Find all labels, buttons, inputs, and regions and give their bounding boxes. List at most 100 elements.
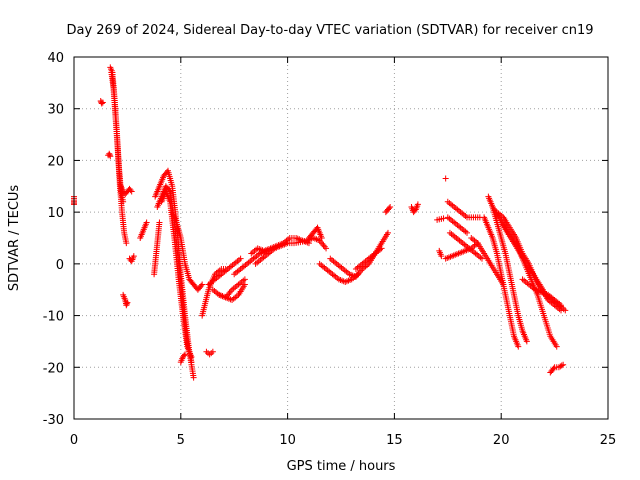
data-point (130, 253, 137, 260)
data-point (440, 215, 447, 222)
data-point (323, 245, 330, 252)
series-s16 (203, 348, 216, 358)
data-point (156, 219, 163, 226)
data-point (414, 201, 421, 208)
series-s13 (158, 188, 195, 360)
tick-labels: 0 5 10 15 20 25 40 30 20 10 0 -10 -20 -30 (43, 51, 617, 448)
data-point (523, 338, 530, 345)
data-points (71, 64, 569, 381)
series-s10 (151, 219, 163, 278)
data-point (143, 219, 150, 226)
y-tick-label: -30 (43, 413, 64, 428)
data-point (318, 235, 325, 241)
x-tick-label: 20 (493, 433, 510, 448)
x-tick-label: 0 (70, 433, 78, 448)
series-s5 (108, 69, 130, 247)
data-point (123, 240, 130, 247)
x-axis-label: GPS time / hours (287, 459, 396, 474)
y-tick-label: 10 (47, 206, 64, 221)
data-point (241, 276, 248, 283)
data-point (106, 150, 113, 157)
data-point (198, 282, 205, 289)
data-point (478, 255, 485, 262)
series-s8 (126, 253, 137, 265)
data-point (442, 175, 449, 182)
data-point (241, 281, 248, 288)
data-point (123, 302, 130, 309)
series-s33 (444, 198, 483, 221)
series-s31 (434, 215, 447, 223)
series-s30 (436, 247, 445, 260)
series-s2 (97, 97, 106, 107)
data-point (99, 99, 106, 106)
data-point (558, 362, 565, 369)
series-s14 (169, 209, 206, 293)
x-tick-label: 5 (177, 433, 185, 448)
plot-frame (73, 56, 609, 420)
series-s20 (216, 281, 248, 304)
series-s37 (468, 235, 507, 288)
data-point (106, 151, 113, 158)
data-point (562, 307, 569, 314)
data-point (305, 240, 312, 247)
y-tick-label: 30 (47, 103, 64, 118)
series-s32 (442, 175, 449, 182)
series-s9 (137, 219, 150, 241)
y-axis-label: SDTVAR / TECUs (7, 185, 22, 292)
chart-title: Day 269 of 2024, Sidereal Day-to-day VTE… (66, 23, 593, 38)
data-point (98, 100, 105, 107)
x-tick-label: 15 (386, 433, 403, 448)
data-point (553, 343, 560, 350)
series-s28 (382, 203, 394, 216)
data-point (237, 255, 244, 262)
series-s23 (248, 235, 312, 257)
series-s43 (519, 276, 565, 309)
series-s27 (352, 245, 385, 273)
data-point (166, 187, 173, 194)
series-s38 (481, 214, 522, 350)
data-point (378, 245, 385, 252)
series-s29 (408, 201, 421, 216)
data-point (515, 343, 522, 350)
data-point (190, 374, 197, 381)
series-s18 (205, 255, 244, 288)
data-point (209, 348, 216, 355)
series-s6 (117, 183, 135, 198)
data-point (128, 188, 135, 195)
data-point (188, 353, 195, 360)
y-tick-label: -10 (43, 310, 64, 325)
data-point (188, 359, 195, 366)
series-s24 (305, 224, 325, 241)
x-tick-label: 10 (279, 433, 296, 448)
data-point (550, 365, 557, 372)
data-point (386, 205, 393, 212)
data-point (438, 253, 445, 260)
series-s39 (485, 193, 530, 345)
data-point (387, 203, 394, 210)
series-s26 (327, 229, 391, 280)
series-s3 (105, 150, 114, 160)
data-point (384, 229, 391, 236)
data-point (411, 207, 418, 214)
series-s7 (120, 291, 131, 309)
data-point (558, 302, 565, 309)
data-point (464, 229, 471, 236)
grid (74, 57, 608, 419)
data-point (181, 352, 188, 359)
data-point (124, 299, 131, 306)
data-point (182, 351, 189, 358)
data-point (199, 281, 206, 288)
y-tick-label: 20 (47, 154, 64, 169)
series-s34 (444, 214, 471, 236)
data-point (123, 300, 130, 307)
series-s36 (442, 240, 481, 262)
data-point (560, 361, 567, 368)
y-tick-label: 40 (47, 51, 64, 66)
x-tick-label: 25 (600, 433, 617, 448)
data-point (127, 187, 134, 194)
series-s15 (177, 351, 189, 366)
y-tick-label: -20 (43, 361, 64, 376)
data-point (107, 153, 114, 160)
y-tick-label: 0 (56, 258, 64, 273)
series-s25 (316, 260, 362, 285)
